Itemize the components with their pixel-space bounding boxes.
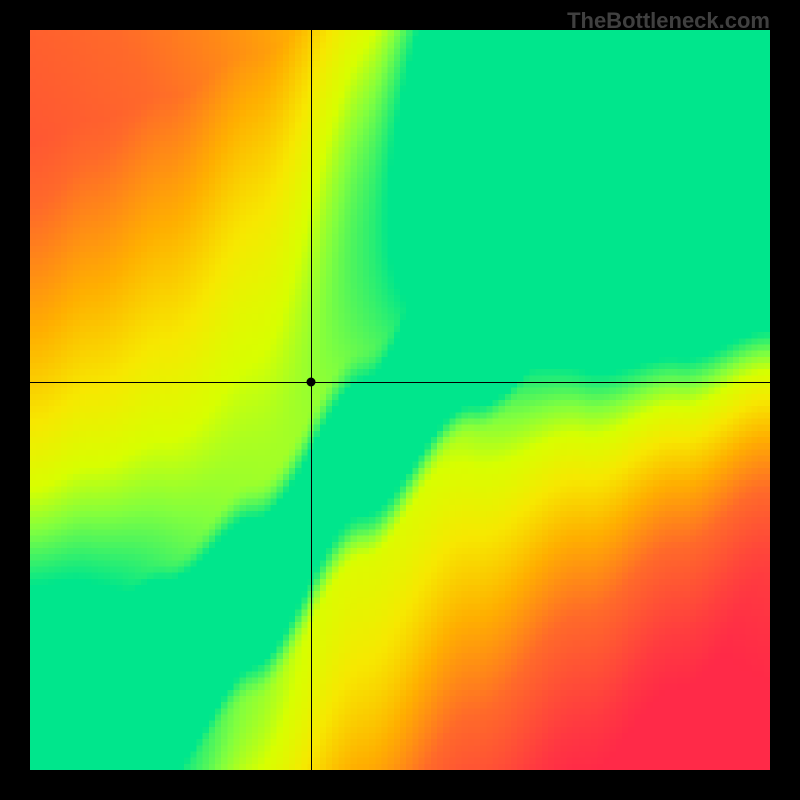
crosshair-vertical — [311, 30, 312, 770]
crosshair-horizontal — [30, 382, 770, 383]
bottleneck-heatmap — [30, 30, 770, 770]
watermark-text: TheBottleneck.com — [567, 8, 770, 34]
chart-container: { "watermark": { "text": "TheBottleneck.… — [0, 0, 800, 800]
crosshair-marker — [307, 377, 316, 386]
